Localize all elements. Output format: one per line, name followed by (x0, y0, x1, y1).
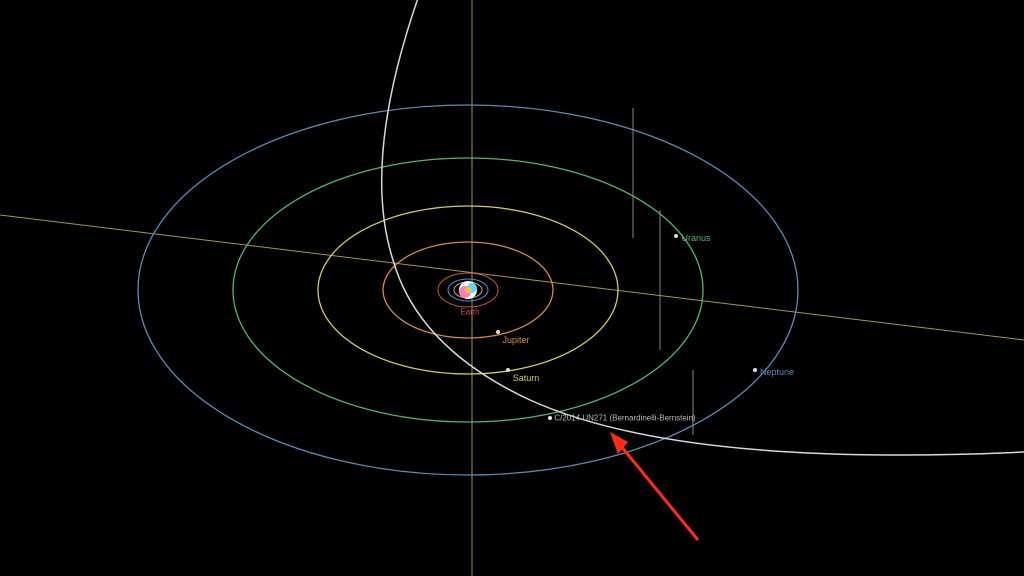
marker-neptune (753, 368, 757, 372)
marker-jupiter (496, 330, 500, 334)
orbit-canvas (0, 0, 1024, 576)
marker-saturn (506, 368, 510, 372)
comet-orbit (382, 0, 1024, 455)
annotation-arrow (610, 432, 698, 540)
orbital-diagram: Earth Jupiter Saturn Uranus Neptune C/20… (0, 0, 1024, 576)
inclination-markers (633, 108, 693, 435)
marker-uranus (674, 234, 678, 238)
comet-marker (548, 416, 552, 420)
sun (459, 281, 477, 299)
